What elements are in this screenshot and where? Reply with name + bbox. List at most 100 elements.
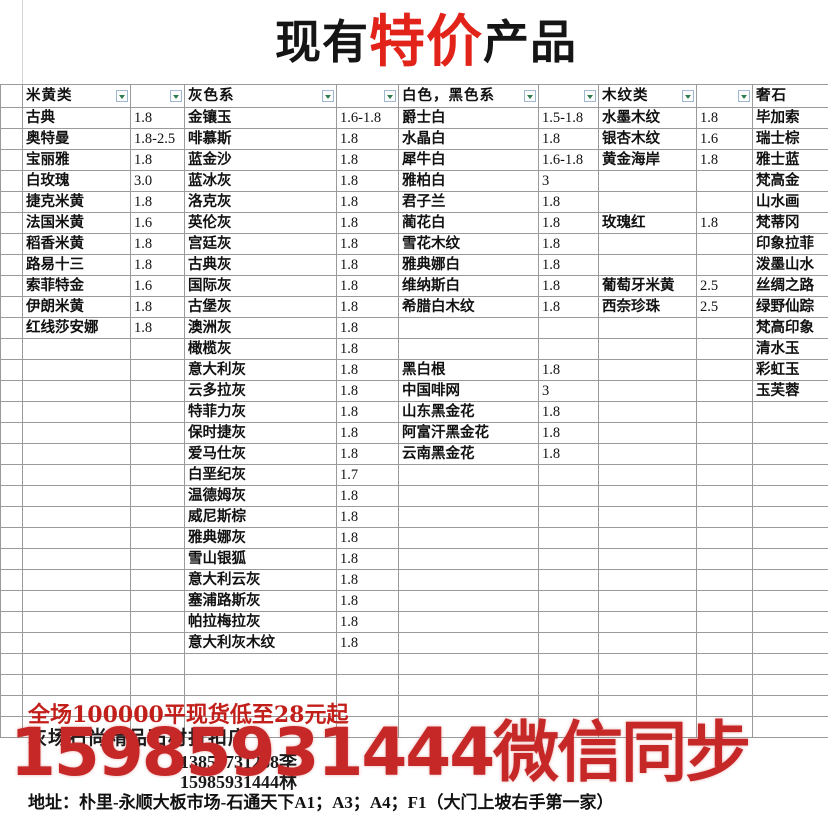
cell-product-name[interactable]: 白玫瑰 <box>22 170 131 192</box>
cell-empty[interactable] <box>538 653 599 675</box>
cell-product-name[interactable]: 西奈珍珠 <box>598 296 697 318</box>
cell-empty[interactable] <box>398 716 539 738</box>
cell-empty[interactable] <box>696 380 753 402</box>
cell-empty[interactable] <box>22 632 131 654</box>
cell-price[interactable]: 1.8 <box>538 422 599 444</box>
cell-empty[interactable] <box>752 716 828 738</box>
cell-product-name[interactable]: 瑞士棕 <box>752 128 828 150</box>
cell-empty[interactable] <box>538 611 599 633</box>
cell-product-name[interactable]: 云南黑金花 <box>398 443 539 465</box>
cell-empty[interactable] <box>130 590 185 612</box>
cell-price[interactable]: 1.8 <box>336 443 399 465</box>
cell-product-name[interactable]: 银杏木纹 <box>598 128 697 150</box>
cell-price[interactable]: 1.8 <box>336 380 399 402</box>
cell-empty[interactable] <box>22 422 131 444</box>
cell-empty[interactable] <box>538 590 599 612</box>
cell-empty[interactable] <box>538 569 599 591</box>
cell-price[interactable]: 1.8 <box>538 254 599 276</box>
cell-empty[interactable] <box>696 590 753 612</box>
cell-product-name[interactable]: 犀牛白 <box>398 149 539 171</box>
cell-empty[interactable] <box>22 506 131 528</box>
cell-empty[interactable] <box>398 653 539 675</box>
cell-empty[interactable] <box>22 485 131 507</box>
cell-empty[interactable] <box>538 485 599 507</box>
cell-product-name[interactable]: 蔺花白 <box>398 212 539 234</box>
cell-price[interactable] <box>696 254 753 276</box>
filter-dropdown-icon[interactable] <box>584 90 596 102</box>
cell-product-name[interactable] <box>398 338 539 360</box>
cell-empty[interactable] <box>598 632 697 654</box>
cell-product-name[interactable]: 印象拉菲 <box>752 233 828 255</box>
cell-empty[interactable] <box>398 695 539 717</box>
cell-empty[interactable] <box>398 569 539 591</box>
cell-empty[interactable] <box>598 401 697 423</box>
cell-empty[interactable] <box>130 611 185 633</box>
cell-price[interactable] <box>538 338 599 360</box>
cell-price[interactable]: 1.6-1.8 <box>538 149 599 171</box>
cell-empty[interactable] <box>22 401 131 423</box>
cell-empty[interactable] <box>752 653 828 675</box>
cell-product-name[interactable]: 温德姆灰 <box>184 485 337 507</box>
cell-product-name[interactable]: 玫瑰红 <box>598 212 697 234</box>
cell-empty[interactable] <box>184 674 337 696</box>
cell-empty[interactable] <box>130 632 185 654</box>
cell-product-name[interactable]: 爱马仕灰 <box>184 443 337 465</box>
cell-product-name[interactable]: 希腊白木纹 <box>398 296 539 318</box>
cell-empty[interactable] <box>336 695 399 717</box>
cell-price[interactable]: 1.8 <box>336 548 399 570</box>
cell-empty[interactable] <box>752 548 828 570</box>
cell-price[interactable]: 1.8 <box>336 569 399 591</box>
cell-price[interactable]: 1.8 <box>538 275 599 297</box>
cell-price[interactable]: 1.8 <box>130 317 185 339</box>
cell-empty[interactable] <box>752 695 828 717</box>
cell-empty[interactable] <box>130 401 185 423</box>
cell-empty[interactable] <box>130 464 185 486</box>
cell-product-name[interactable]: 雅典娜白 <box>398 254 539 276</box>
cell-price[interactable]: 3 <box>538 170 599 192</box>
cell-product-name[interactable]: 爵士白 <box>398 107 539 129</box>
cell-empty[interactable] <box>696 569 753 591</box>
cell-empty[interactable] <box>22 443 131 465</box>
cell-product-name[interactable]: 奥特曼 <box>22 128 131 150</box>
cell-price[interactable]: 1.8 <box>336 485 399 507</box>
cell-empty[interactable] <box>22 359 131 381</box>
cell-empty[interactable] <box>130 359 185 381</box>
cell-product-name[interactable]: 红线莎安娜 <box>22 317 131 339</box>
cell-price[interactable]: 2.5 <box>696 275 753 297</box>
cell-empty[interactable] <box>538 527 599 549</box>
cell-price[interactable]: 1.8 <box>336 632 399 654</box>
cell-product-name[interactable]: 蓝冰灰 <box>184 170 337 192</box>
cell-empty[interactable] <box>598 338 697 360</box>
cell-product-name[interactable]: 洛克灰 <box>184 191 337 213</box>
cell-product-name[interactable]: 水墨木纹 <box>598 107 697 129</box>
cell-empty[interactable] <box>130 674 185 696</box>
cell-empty[interactable] <box>130 695 185 717</box>
cell-empty[interactable] <box>538 695 599 717</box>
cell-price[interactable]: 1.6-1.8 <box>336 107 399 129</box>
filter-dropdown-icon[interactable] <box>322 90 334 102</box>
cell-empty[interactable] <box>538 464 599 486</box>
cell-empty[interactable] <box>696 548 753 570</box>
cell-product-name[interactable] <box>398 317 539 339</box>
cell-product-name[interactable]: 英伦灰 <box>184 212 337 234</box>
cell-price[interactable]: 1.8 <box>336 212 399 234</box>
cell-product-name[interactable]: 宫廷灰 <box>184 233 337 255</box>
cell-empty[interactable] <box>598 674 697 696</box>
cell-price[interactable]: 1.8 <box>336 317 399 339</box>
cell-empty[interactable] <box>22 611 131 633</box>
cell-product-name[interactable]: 伊朗米黄 <box>22 296 131 318</box>
cell-empty[interactable] <box>22 464 131 486</box>
filter-dropdown-icon[interactable] <box>116 90 128 102</box>
cell-empty[interactable] <box>598 317 697 339</box>
filter-dropdown-icon[interactable] <box>682 90 694 102</box>
cell-price[interactable]: 1.8 <box>336 590 399 612</box>
cell-price[interactable]: 1.8 <box>538 128 599 150</box>
cell-empty[interactable] <box>752 443 828 465</box>
cell-price[interactable]: 1.8 <box>538 401 599 423</box>
cell-empty[interactable] <box>598 359 697 381</box>
cell-empty[interactable] <box>22 380 131 402</box>
cell-product-name[interactable]: 塞浦路斯灰 <box>184 590 337 612</box>
cell-price[interactable] <box>696 191 753 213</box>
cell-empty[interactable] <box>752 401 828 423</box>
cell-product-name[interactable]: 澳洲灰 <box>184 317 337 339</box>
